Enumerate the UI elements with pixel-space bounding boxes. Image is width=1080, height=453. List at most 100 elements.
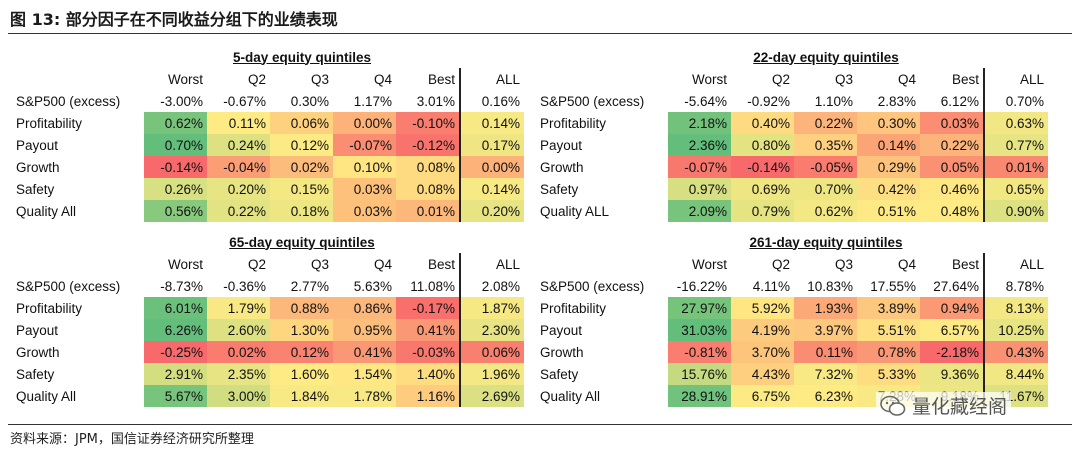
quintile-table: 5-day equity quintiles Worst Q2 Q3 Q4 Best ALL… <box>12 46 524 222</box>
value-cell: -2.18% <box>920 341 984 363</box>
row-label: Quality All <box>16 388 77 404</box>
value-cell: -0.14% <box>731 156 794 178</box>
value-cell: 4.19% <box>731 319 794 341</box>
value-cell: -0.17% <box>396 297 460 319</box>
value-cell: 6.23% <box>794 385 857 407</box>
value-cell: -0.25% <box>144 341 207 363</box>
value-cell: 0.17% <box>459 134 524 156</box>
value-cell: 0.00% <box>459 156 524 178</box>
value-cell: 0.86% <box>333 297 396 319</box>
value-cell: 0.20% <box>207 178 270 200</box>
row-label: Quality All <box>16 203 77 219</box>
value-cell: 0.48% <box>920 200 984 222</box>
value-cell: 0.11% <box>207 112 270 134</box>
value-cell: 0.78% <box>857 341 920 363</box>
table-row: Safety 15.76% 4.43% 7.32% 5.33% 9.36% 8.44% <box>536 363 1048 385</box>
value-cell: -0.92% <box>747 93 790 109</box>
value-cell: 5.67% <box>144 385 207 407</box>
value-cell: 0.42% <box>857 178 920 200</box>
value-cell: 0.51% <box>857 200 920 222</box>
row-label: Profitability <box>540 300 607 316</box>
value-cell: 0.62% <box>144 112 207 134</box>
column-header: Q4 <box>373 256 392 272</box>
value-cell: 0.46% <box>920 178 984 200</box>
value-cell: -0.81% <box>668 341 731 363</box>
table-row: Quality All 0.56% 0.22% 0.18% 0.03% 0.01% 0.20… <box>12 200 524 222</box>
value-cell: 4.43% <box>731 363 794 385</box>
column-header: Q2 <box>771 256 790 272</box>
row-label: Payout <box>16 322 59 338</box>
value-cell: 0.77% <box>983 134 1048 156</box>
table-row: Growth -0.14% -0.04% 0.02% 0.10% 0.08% 0.00% <box>12 156 524 178</box>
value-cell: -0.03% <box>396 341 460 363</box>
panel-title: 22-day equity quintiles <box>753 49 899 65</box>
value-cell: -0.05% <box>794 156 857 178</box>
value-cell: 1.10% <box>814 93 853 109</box>
value-cell: 0.08% <box>396 156 460 178</box>
panel-title: 261-day equity quintiles <box>749 234 903 250</box>
value-cell: 0.12% <box>270 341 333 363</box>
value-cell: 1.78% <box>333 385 396 407</box>
value-cell: 27.97% <box>668 297 731 319</box>
value-cell: -0.36% <box>223 278 266 294</box>
value-cell: 0.43% <box>983 341 1048 363</box>
value-cell: 0.06% <box>459 341 524 363</box>
row-label: Growth <box>16 159 60 175</box>
value-cell: 0.30% <box>857 112 920 134</box>
value-cell: 2.69% <box>459 385 524 407</box>
value-cell: 0.30% <box>290 93 329 109</box>
value-cell: 1.79% <box>207 297 270 319</box>
table-row: Payout 2.36% 0.80% 0.35% 0.14% 0.22% 0.77% <box>536 134 1048 156</box>
value-cell: 11.08% <box>410 278 455 294</box>
value-cell: 1.96% <box>459 363 524 385</box>
column-header: ALL <box>983 68 1048 90</box>
value-cell: 1.93% <box>794 297 857 319</box>
value-cell: 5.92% <box>731 297 794 319</box>
value-cell: 0.12% <box>270 134 333 156</box>
column-header: Worst <box>167 256 203 272</box>
table-row: Growth -0.81% 3.70% 0.11% 0.78% -2.18% 0.43% <box>536 341 1048 363</box>
panel-5-day: 5-day equity quintiles Worst Q2 Q3 Q4 Best ALL… <box>12 46 524 222</box>
column-header: Q4 <box>897 256 916 272</box>
source-note: 资料来源：JPM，国信证券经济研究所整理 <box>10 432 254 447</box>
row-label: S&P500 (excess) <box>16 93 121 109</box>
value-cell: 7.32% <box>794 363 857 385</box>
value-cell: 31.03% <box>668 319 731 341</box>
table-row: Safety 0.97% 0.69% 0.70% 0.42% 0.46% 0.65% <box>536 178 1048 200</box>
value-cell: 0.20% <box>459 200 524 222</box>
value-cell: 2.09% <box>668 200 731 222</box>
value-cell: 3.97% <box>794 319 857 341</box>
value-cell: 1.54% <box>333 363 396 385</box>
value-cell: 5.63% <box>353 278 392 294</box>
row-label: Quality ALL <box>540 203 610 219</box>
value-cell: 0.62% <box>794 200 857 222</box>
value-cell: 28.91% <box>668 385 731 407</box>
value-cell: 2.30% <box>459 319 524 341</box>
column-header: Q3 <box>834 71 853 87</box>
value-cell: 0.41% <box>396 319 460 341</box>
value-cell: 0.65% <box>983 178 1048 200</box>
value-cell: 9.36% <box>920 363 984 385</box>
row-label: Profitability <box>16 115 83 131</box>
table-row: Safety 0.26% 0.20% 0.15% 0.03% 0.08% 0.14% <box>12 178 524 200</box>
value-cell: 2.35% <box>207 363 270 385</box>
value-cell: 0.97% <box>668 178 731 200</box>
value-cell: 0.40% <box>731 112 794 134</box>
value-cell: -0.14% <box>144 156 207 178</box>
column-header: Q4 <box>373 71 392 87</box>
value-cell: 3.00% <box>207 385 270 407</box>
value-cell: 0.10% <box>333 156 396 178</box>
value-cell: -0.04% <box>207 156 270 178</box>
value-cell: 0.22% <box>207 200 270 222</box>
table-row: Payout 31.03% 4.19% 3.97% 5.51% 6.57% 10.25% <box>536 319 1048 341</box>
table-row: Payout 0.70% 0.24% 0.12% -0.07% -0.12% 0.17% <box>12 134 524 156</box>
value-cell: 1.40% <box>396 363 460 385</box>
value-cell: 0.94% <box>920 297 984 319</box>
table-row: Profitability 27.97% 5.92% 1.93% 3.89% 0.94% 8… <box>536 297 1048 319</box>
panel-65-day: 65-day equity quintiles Worst Q2 Q3 Q4 Best AL… <box>12 231 524 407</box>
value-cell: 0.08% <box>396 178 460 200</box>
row-label: Payout <box>540 137 583 153</box>
value-cell: 1.60% <box>270 363 333 385</box>
value-cell: 0.69% <box>731 178 794 200</box>
row-label: Quality All <box>540 388 601 404</box>
